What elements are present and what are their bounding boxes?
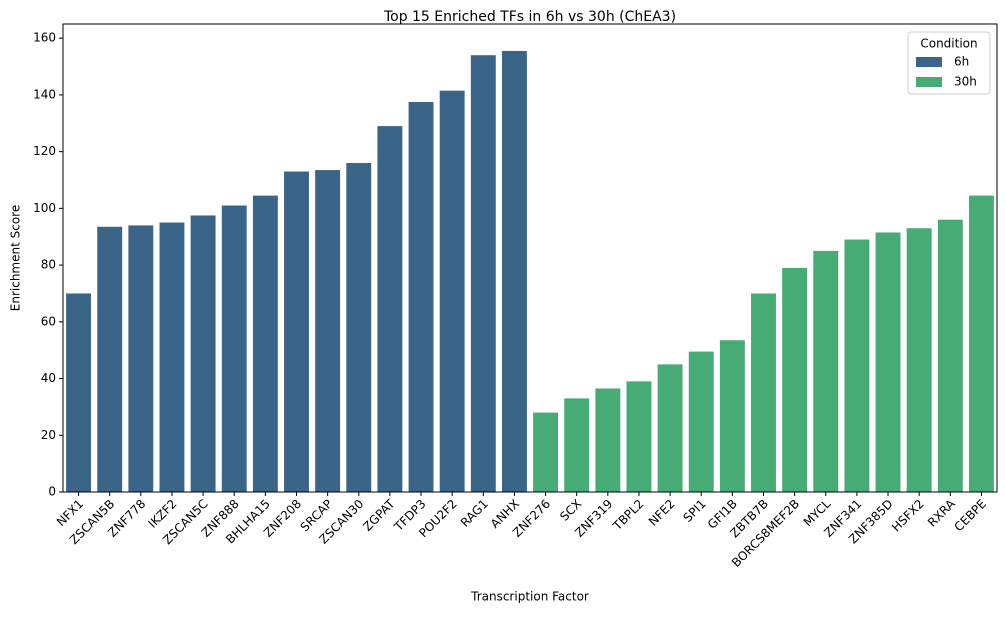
legend-label: 6h [954, 55, 969, 69]
plot-frame [62, 23, 998, 493]
bar [501, 50, 527, 492]
bar [128, 225, 154, 492]
x-tick-label: ZGPAT [360, 496, 398, 534]
legend-label: 30h [954, 75, 977, 89]
bar [595, 388, 621, 492]
bar [533, 412, 559, 492]
bar [284, 171, 309, 492]
bar [315, 170, 341, 492]
bar [66, 293, 92, 492]
y-tick-label: 80 [41, 258, 56, 272]
y-tick-label: 160 [33, 31, 56, 45]
bar [252, 195, 278, 492]
y-tick-label: 100 [33, 201, 56, 215]
legend-swatch [916, 57, 942, 67]
bar [221, 205, 247, 492]
x-axis-label: Transcription Factor [470, 590, 589, 604]
bar [190, 215, 216, 493]
x-tick-label: SCX [557, 497, 584, 524]
bar [470, 55, 496, 492]
bar [875, 232, 901, 493]
bar [159, 222, 185, 492]
legend-title: Condition [920, 37, 977, 51]
bar [626, 381, 652, 492]
x-tick-label: SPI1 [681, 497, 709, 525]
bar [813, 250, 839, 492]
x-tick-label: TBPL2 [610, 497, 647, 534]
bar [346, 162, 372, 492]
bar [968, 195, 994, 492]
y-tick-label: 60 [41, 314, 56, 328]
bar [906, 228, 932, 492]
bar [408, 102, 434, 492]
y-tick-label: 120 [33, 144, 56, 158]
x-tick-label: NFE2 [646, 497, 678, 529]
bar [564, 398, 590, 492]
bar [751, 293, 776, 492]
bar [97, 226, 123, 493]
y-tick-label: 140 [33, 87, 56, 101]
chart-title: Top 15 Enriched TFs in 6h vs 30h (ChEA3) [383, 9, 676, 25]
bar [719, 340, 745, 492]
bar [688, 351, 714, 492]
bar [657, 364, 683, 492]
x-tick-label: CEBPE [952, 497, 989, 534]
bar [377, 126, 403, 492]
y-tick-label: 40 [41, 371, 56, 385]
y-tick-label: 0 [48, 485, 56, 499]
legend-swatch [916, 77, 942, 87]
bar [439, 90, 465, 493]
x-tick-label: HSFX2 [889, 497, 927, 535]
bar [844, 239, 870, 492]
x-tick-label: RAG1 [458, 497, 491, 530]
y-tick-label: 20 [41, 428, 56, 442]
y-axis-label: Enrichment Score [9, 205, 23, 311]
bar [937, 219, 963, 492]
bar [782, 267, 808, 492]
